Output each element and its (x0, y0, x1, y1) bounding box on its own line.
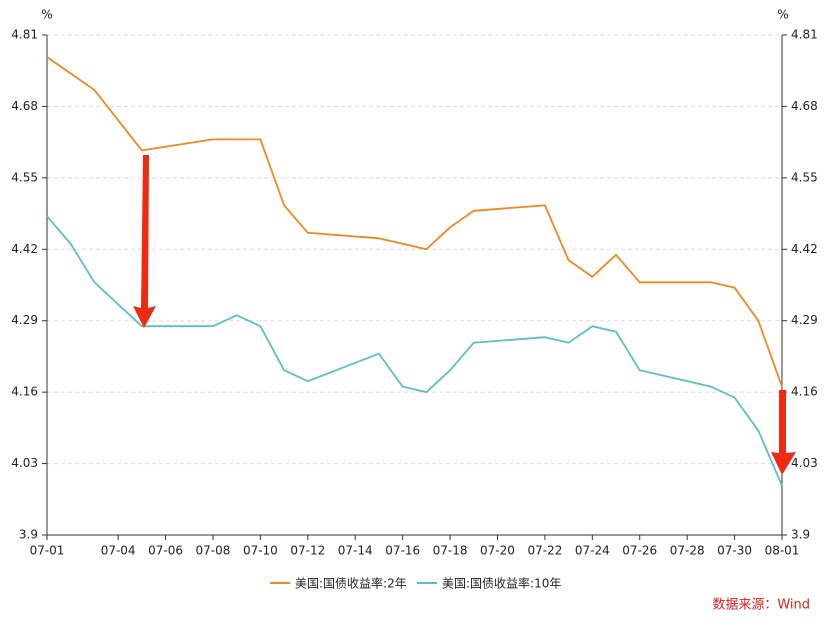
legend-label: 美国:国债收益率:2年 (295, 576, 407, 591)
source: 数据来源：Wind (712, 598, 810, 613)
y-tick-label: 4.42 (11, 242, 38, 256)
y-tick-label: 4.81 (11, 28, 38, 42)
y2-tick-label: 3.9 (791, 528, 810, 542)
x-tick-label: 08-01 (765, 544, 800, 558)
x-tick-label: 07-22 (527, 544, 562, 558)
x-tick-label: 07-06 (148, 544, 183, 558)
x-tick-label: 07-24 (575, 544, 610, 558)
y-unit: % (41, 8, 52, 22)
x-tick-label: 07-30 (717, 544, 752, 558)
y2-tick-label: 4.29 (791, 313, 818, 327)
legend-label: 美国:国债收益率:10年 (442, 576, 561, 591)
y-tick-label: 4.55 (11, 170, 38, 184)
x-tick-label: 07-28 (670, 544, 705, 558)
y-tick-label: 4.29 (11, 313, 38, 327)
y2-tick-label: 4.55 (791, 170, 818, 184)
x-tick-label: 07-12 (290, 544, 325, 558)
series-line (46, 215, 783, 486)
x-tick-label: 07-10 (243, 544, 278, 558)
y2-unit: % (777, 8, 788, 22)
series-line (46, 56, 783, 387)
x-tick-label: 07-26 (622, 544, 657, 558)
x-tick-label: 07-08 (196, 544, 231, 558)
y-tick-label: 4.03 (11, 456, 38, 470)
annotation-arrows (133, 155, 796, 475)
x-tick-label: 07-01 (30, 544, 65, 558)
y2-tick-label: 4.81 (791, 28, 818, 42)
x-tick-label: 07-04 (101, 544, 136, 558)
y-tick-label: 4.68 (11, 99, 38, 113)
x-tick-label: 07-20 (480, 544, 515, 558)
arrow (133, 155, 156, 328)
y2-tick-label: 4.68 (791, 99, 818, 113)
y2-tick-label: 4.42 (791, 242, 818, 256)
y2-tick-label: 4.03 (791, 456, 818, 470)
arrow (771, 390, 796, 475)
x-tick-label: 07-18 (433, 544, 468, 558)
x-tick-label: 07-14 (338, 544, 373, 558)
y-tick-label: 4.16 (11, 385, 38, 399)
x-tick-label: 07-16 (385, 544, 420, 558)
y-tick-label: 3.9 (19, 528, 38, 542)
y2-tick-label: 4.16 (791, 385, 818, 399)
